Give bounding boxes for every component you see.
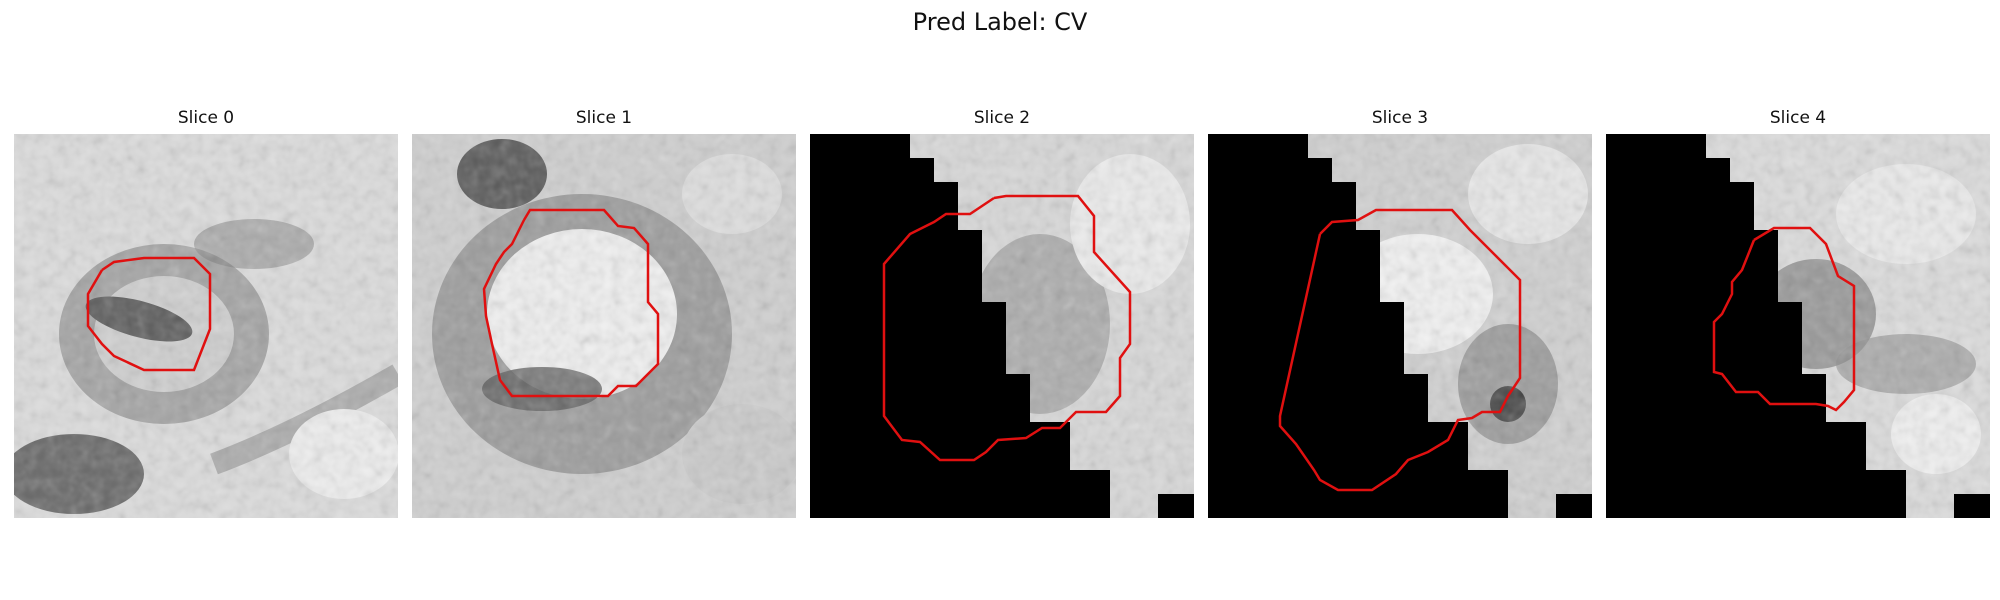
slice-image	[1208, 134, 1592, 518]
slice-image	[14, 134, 398, 518]
panel-title: Slice 3	[1371, 108, 1429, 128]
panel-title: Slice 4	[1769, 108, 1827, 128]
panel-title: Slice 0	[177, 108, 235, 128]
slice-image	[810, 134, 1194, 518]
contour-outline	[1712, 226, 1856, 412]
contour-outline	[1278, 208, 1522, 492]
slice-image	[1606, 134, 1990, 518]
figure-title: Pred Label: CV	[912, 8, 1088, 36]
contour-outline	[86, 256, 212, 372]
panel-title: Slice 2	[973, 108, 1031, 128]
contour-outline	[482, 208, 660, 398]
panel-title: Slice 1	[575, 108, 633, 128]
slice-image	[412, 134, 796, 518]
contour-outline	[882, 194, 1132, 462]
